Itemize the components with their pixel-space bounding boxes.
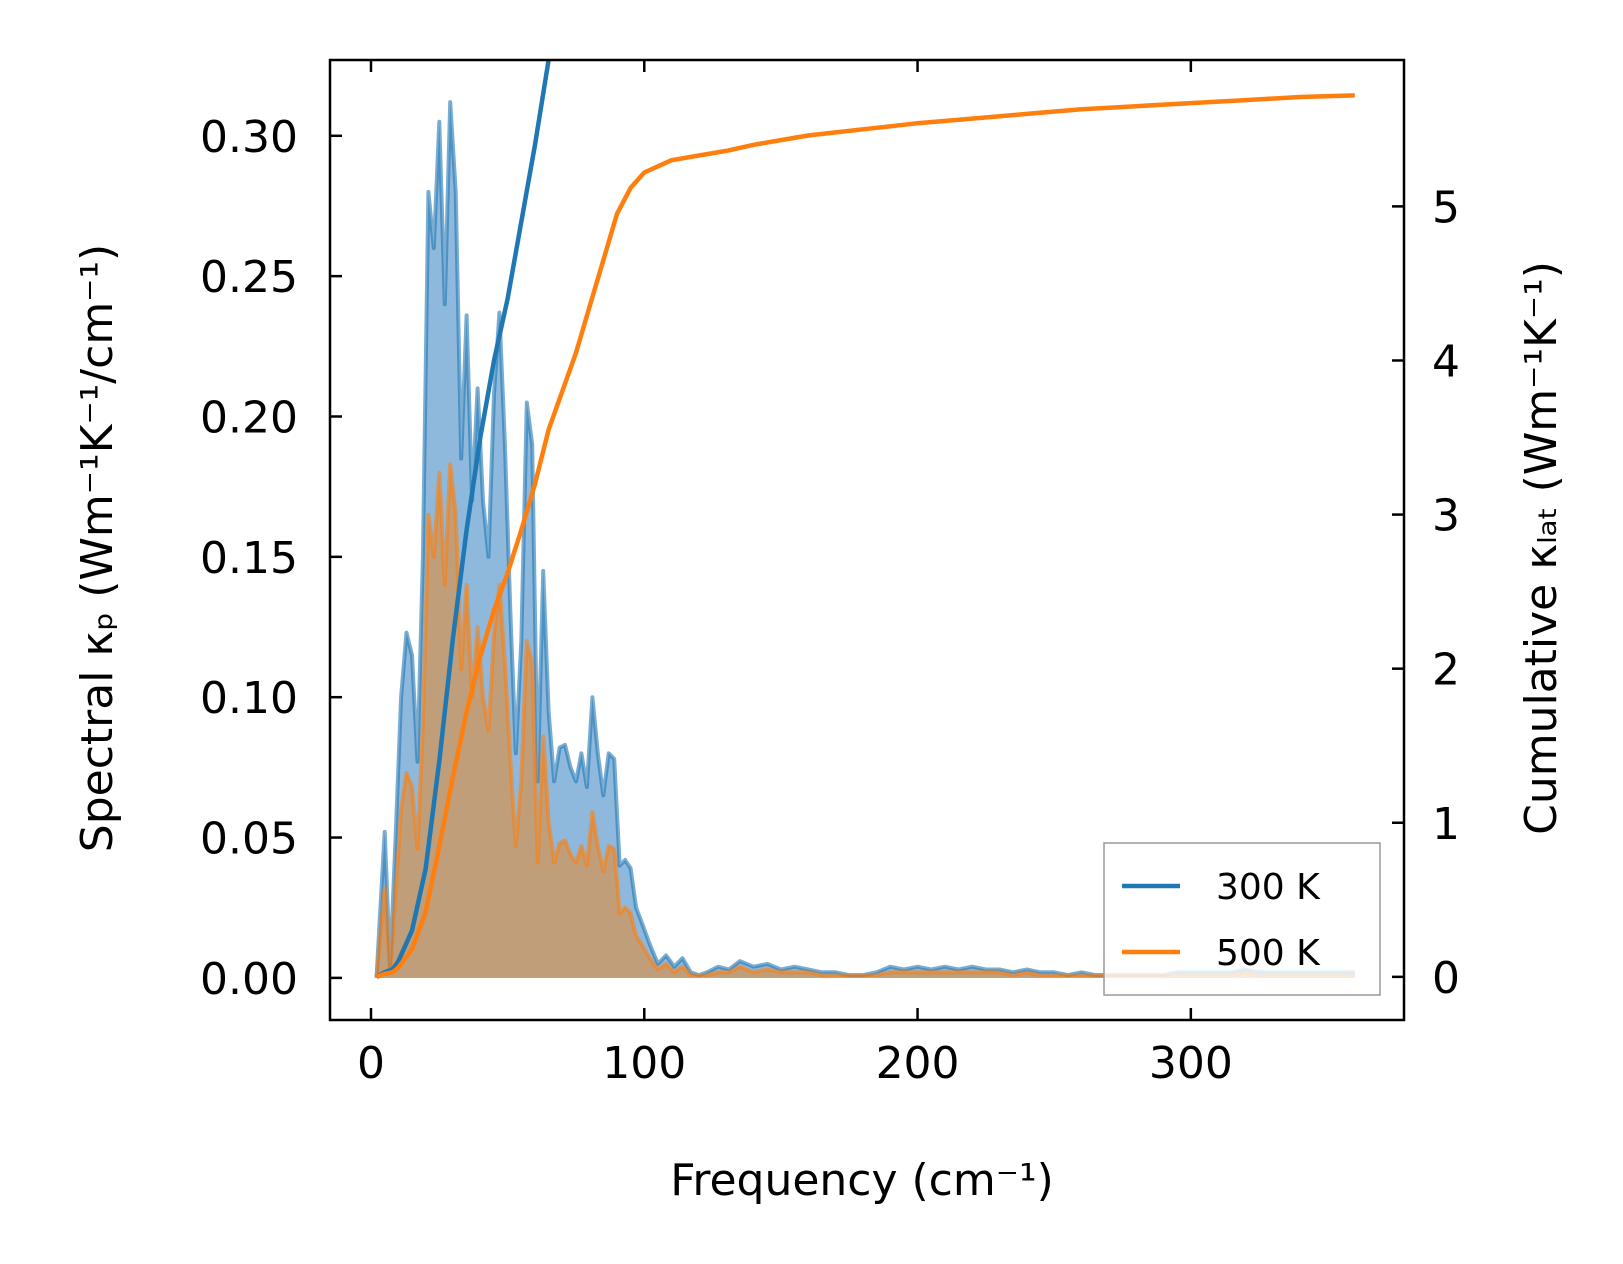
y-right-tick-label: 2 [1432, 645, 1460, 696]
legend-box [1103, 842, 1381, 996]
spectral-fill-500k [376, 464, 1355, 978]
y-left-tick-label: 0.10 [200, 673, 298, 724]
cumulative-line-500k [375, 93, 1355, 980]
x-tick-label: 300 [1149, 1038, 1233, 1089]
y-left-tick-label: 0.30 [200, 112, 298, 163]
y-axis-left-label: Spectral κₚ (Wm⁻¹K⁻¹/cm⁻¹) [72, 244, 123, 852]
y-right-tick-label: 5 [1432, 182, 1460, 233]
legend-label-300k: 300 K [1216, 867, 1321, 908]
x-tick-label: 100 [602, 1038, 686, 1089]
y-left-tick-label: 0.20 [200, 392, 298, 443]
y-right-tick-label: 0 [1432, 953, 1460, 1004]
y-right-tick-label: 3 [1432, 491, 1460, 542]
y-left-tick-label: 0.05 [200, 814, 298, 865]
y-right-tick-label: 4 [1432, 336, 1460, 387]
x-axis-label: Frequency (cm⁻¹) [670, 1155, 1054, 1206]
y-axis-right-label: Cumulative κₗₐₜ (Wm⁻¹K⁻¹) [1516, 261, 1567, 835]
legend: 300 K 500 K [1103, 842, 1381, 996]
legend-label-500k: 500 K [1216, 933, 1321, 974]
x-tick-label: 200 [876, 1038, 960, 1089]
y-left-tick-label: 0.15 [200, 533, 298, 584]
cumulative-line-300k [375, 60, 551, 979]
axes: 0 100 200 300 0.00 0.05 0.10 0.15 0.20 0.25 0.30 0 1… [200, 58, 1460, 1089]
y-left-tick-label: 0.25 [200, 252, 298, 303]
y-left-tick-label: 0.00 [200, 954, 298, 1005]
plot-frame [328, 58, 1406, 1022]
y-right-tick-label: 1 [1432, 799, 1460, 850]
x-tick-label: 0 [357, 1038, 385, 1089]
